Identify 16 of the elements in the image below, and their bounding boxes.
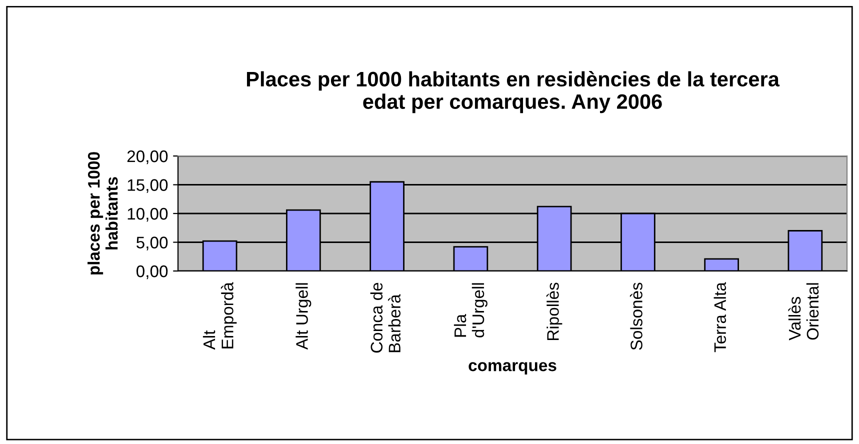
x-tick-label: Alt Empordà — [202, 282, 237, 350]
y-tick-label: 20,00 — [127, 150, 168, 164]
y-tick-label: 0,00 — [136, 265, 168, 280]
x-tick-label: Conca de Barberà — [370, 282, 401, 353]
x-axis-title: comarques — [468, 362, 556, 375]
x-tick-label: Ripollès — [546, 282, 562, 340]
x-tick-label: Vallès Oriental — [788, 283, 819, 340]
y-tick-label: 15,00 — [128, 179, 168, 193]
chart-title: Places per 1000 habitants en residències de la tercera edat per comarques. Any 2006 — [246, 71, 780, 114]
x-tick-label: Pla d'Urgell — [454, 283, 488, 338]
x-tick-label: Terra Alta — [714, 282, 726, 352]
y-tick-label: 10,00 — [128, 208, 168, 222]
y-axis-title: places per 1000 habitants — [88, 152, 118, 274]
x-tick-label: Solsonès — [630, 282, 642, 350]
x-tick-label: Alt Urgell — [296, 283, 312, 350]
y-tick-label: 5,00 — [136, 236, 168, 250]
